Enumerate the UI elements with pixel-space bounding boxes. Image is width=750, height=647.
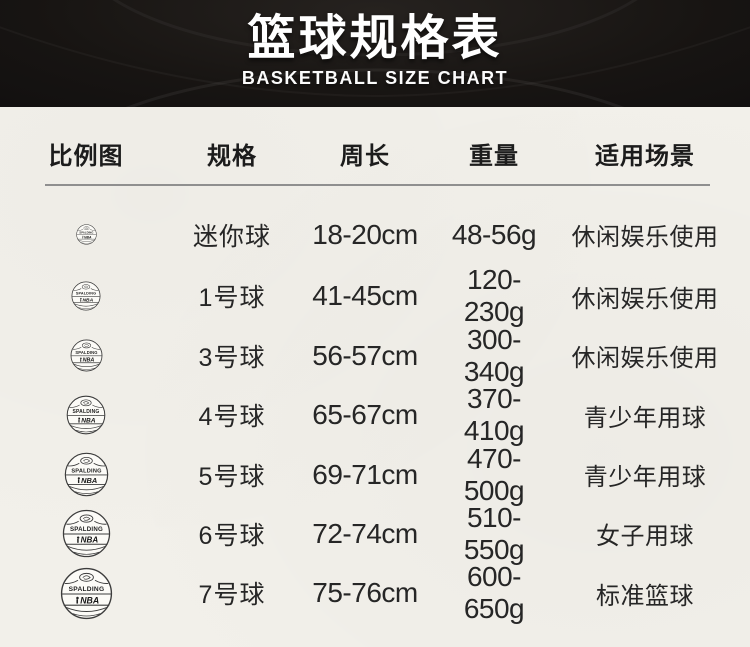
table-header-row: 比例图 规格 周长 重量 适用场景 [0, 107, 750, 184]
basketball-icon: SPALDING NBA [75, 224, 97, 245]
spec-value: 迷你球 [192, 222, 271, 251]
spec-value: 7号球 [198, 581, 266, 610]
circumference-value: 65-67cm [312, 399, 418, 431]
column-header-usage: 适用场景 [595, 143, 695, 170]
table-row: SPALDING NBA 7号球 75-76cm 600-650g 标准篮球 [0, 561, 750, 624]
scale-image-cell: SPALDING NBA [0, 281, 172, 311]
svg-text:NBA: NBA [82, 298, 93, 304]
circumference-value: 69-71cm [312, 458, 418, 490]
scale-image-cell: SPALDING NBA [0, 224, 172, 245]
scale-image-cell: SPALDING NBA [0, 452, 172, 497]
table-row: SPALDING NBA 4号球 65-67cm 370-410g 青少年用球 [0, 383, 750, 446]
svg-text:SPALDING: SPALDING [79, 231, 93, 235]
basketball-icon: SPALDING NBA [71, 281, 101, 311]
scale-image-cell: SPALDING NBA [0, 395, 172, 435]
usage-value: 青少年用球 [583, 404, 707, 432]
basketball-icon: SPALDING NBA [64, 452, 108, 497]
weight-value: 470-500g [463, 442, 525, 506]
svg-text:SPALDING: SPALDING [69, 527, 102, 534]
spec-value: 6号球 [198, 521, 266, 550]
svg-text:SPALDING: SPALDING [76, 292, 96, 296]
spec-value: 5号球 [198, 462, 266, 491]
weight-value: 510-550g [463, 501, 525, 565]
spec-value: 3号球 [198, 343, 266, 372]
basketball-icon: SPALDING NBA [70, 339, 102, 372]
svg-text:NBA: NBA [84, 236, 92, 240]
svg-text:NBA: NBA [80, 536, 98, 545]
scale-image-cell: SPALDING NBA [0, 339, 172, 372]
table-row: SPALDING NBA 迷你球 18-20cm 48-56g 休闲娱乐使用 [0, 205, 750, 264]
usage-value: 青少年用球 [583, 464, 707, 492]
spec-value: 4号球 [198, 403, 266, 432]
column-header-spec: 规格 [207, 143, 257, 170]
scale-image-cell: SPALDING NBA [0, 509, 172, 558]
weight-value: 120-230g [463, 264, 525, 328]
circumference-value: 56-57cm [312, 339, 418, 371]
weight-value: 600-650g [463, 561, 525, 625]
header-divider-line [45, 184, 710, 186]
svg-text:SPALDING: SPALDING [72, 409, 99, 415]
svg-text:NBA: NBA [81, 476, 97, 485]
table-row: SPALDING NBA 3号球 56-57cm 300-340g 休闲娱乐使用 [0, 324, 750, 387]
usage-value: 标准篮球 [596, 582, 694, 610]
page-title: 篮球规格表 [247, 12, 503, 65]
table-row: SPALDING NBA 6号球 72-74cm 510-550g 女子用球 [0, 502, 750, 565]
column-header-circumference: 周长 [340, 143, 390, 170]
svg-text:SPALDING: SPALDING [71, 468, 102, 474]
page-subtitle: BASKETBALL SIZE CHART [241, 68, 509, 88]
weight-value: 48-56g [451, 218, 537, 250]
usage-value: 休闲娱乐使用 [571, 345, 719, 373]
scale-image-cell: SPALDING NBA [0, 567, 172, 620]
column-header-scale: 比例图 [48, 143, 124, 170]
table-row: SPALDING NBA 5号球 69-71cm 470-500g 青少年用球 [0, 443, 750, 506]
court-lines-decoration [112, 0, 638, 107]
table-row: SPALDING NBA 1号球 41-45cm 120-230g 休闲娱乐使用 [0, 264, 750, 327]
basketball-icon: SPALDING NBA [60, 567, 112, 619]
circumference-value: 72-74cm [312, 517, 418, 549]
basketball-icon: SPALDING NBA [66, 395, 106, 435]
circumference-value: 75-76cm [312, 577, 418, 609]
banner: 篮球规格表 BASKETBALL SIZE CHART [0, 0, 750, 107]
svg-text:SPALDING: SPALDING [75, 350, 97, 355]
svg-text:NBA: NBA [81, 418, 96, 425]
svg-text:NBA: NBA [80, 595, 99, 605]
circumference-value: 41-45cm [312, 280, 418, 312]
basketball-icon: SPALDING NBA [62, 510, 110, 558]
weight-value: 370-410g [463, 383, 525, 447]
usage-value: 休闲娱乐使用 [571, 224, 719, 252]
table-body: SPALDING NBA 迷你球 18-20cm 48-56g 休闲娱乐使用 [0, 205, 750, 624]
spec-value: 1号球 [198, 284, 266, 313]
circumference-value: 18-20cm [312, 218, 418, 250]
column-header-weight: 重量 [469, 143, 519, 170]
weight-value: 300-340g [463, 323, 525, 387]
usage-value: 休闲娱乐使用 [571, 285, 719, 313]
svg-text:NBA: NBA [82, 358, 94, 364]
svg-text:SPALDING: SPALDING [68, 586, 104, 593]
usage-value: 女子用球 [596, 523, 694, 551]
